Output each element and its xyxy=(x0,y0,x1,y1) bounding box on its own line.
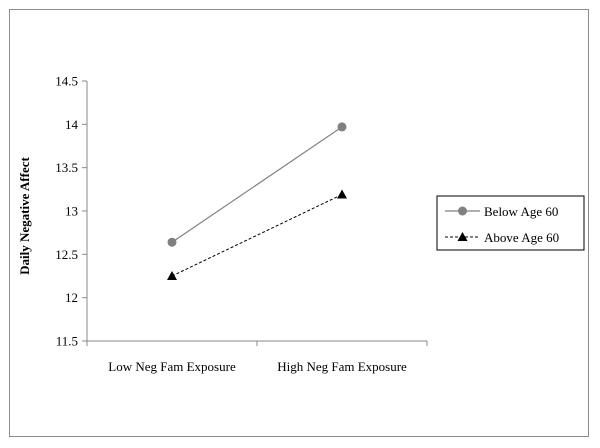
legend: Below Age 60 Above Age 60 xyxy=(436,195,585,251)
legend-label-above-age-60: Above Age 60 xyxy=(484,230,559,245)
y-tick-label: 13.5 xyxy=(55,160,78,175)
x-axis: Low Neg Fam Exposure High Neg Fam Exposur… xyxy=(86,340,428,374)
legend-label-below-age-60: Below Age 60 xyxy=(484,204,558,219)
data-point-above-age-60-0 xyxy=(167,271,177,280)
data-point-below-age-60-1 xyxy=(337,122,347,132)
y-axis-title: Daily Negative Affect xyxy=(17,156,32,274)
x-tick-label: Low Neg Fam Exposure xyxy=(108,359,236,374)
legend-marker-circle xyxy=(458,206,467,216)
data-point-above-age-60-1 xyxy=(337,189,347,199)
y-tick-label: 12 xyxy=(65,290,78,305)
data-point-below-age-60-0 xyxy=(167,237,177,247)
y-tick-label: 13 xyxy=(65,204,78,219)
y-tick-label: 14 xyxy=(65,117,79,132)
series-layer xyxy=(167,122,347,280)
series-line-below-age-60 xyxy=(171,126,343,243)
y-tick-label: 11.5 xyxy=(56,334,78,349)
legend-marker-triangle xyxy=(457,232,468,241)
series-line-above-age-60 xyxy=(171,194,343,277)
legend-box xyxy=(436,195,585,251)
y-axis: 11.5 12 12.5 13 13.5 14 14.5 xyxy=(55,74,88,349)
x-tick-label: High Neg Fam Exposure xyxy=(277,359,407,374)
y-tick-label: 14.5 xyxy=(55,74,78,89)
y-tick-label: 12.5 xyxy=(55,247,78,262)
